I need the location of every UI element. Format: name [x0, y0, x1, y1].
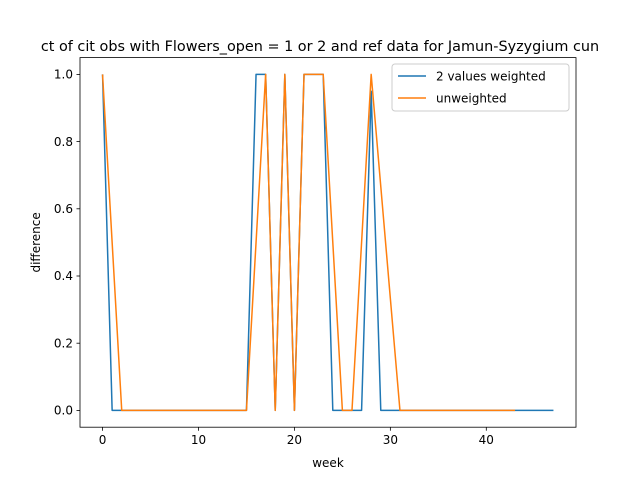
legend-label: 2 values weighted: [436, 69, 546, 83]
legend-label: unweighted: [436, 91, 507, 105]
plot-area: [101, 73, 554, 412]
legend-box: [391, 63, 570, 112]
y-tick-label: 1.0: [54, 68, 73, 82]
axes-frame: [79, 57, 577, 428]
y-tick-label: 0.4: [54, 269, 73, 283]
x-tick-label: 40: [479, 433, 494, 447]
x-axis: 0 10 20 30 40: [99, 427, 494, 447]
x-axis-label: week: [312, 456, 344, 470]
x-tick-label: 0: [99, 433, 107, 447]
y-tick-label: 0.6: [54, 202, 73, 216]
y-tick-label: 0.0: [54, 404, 73, 418]
y-tick-label: 0.2: [54, 336, 73, 350]
y-tick-label: 0.8: [54, 135, 73, 149]
series-line-1: [101, 73, 554, 412]
x-tick-label: 10: [191, 433, 206, 447]
chart-title: ct of cit obs with Flowers_open = 1 or 2…: [41, 39, 599, 55]
y-axis: 0.0 0.2 0.4 0.6 0.8 1.0: [54, 68, 80, 418]
series-line-2: [101, 73, 516, 412]
x-tick-label: 20: [287, 433, 302, 447]
legend: 2 values weighted unweighted: [391, 63, 570, 112]
y-axis-label: difference: [29, 212, 43, 272]
x-tick-label: 30: [383, 433, 398, 447]
